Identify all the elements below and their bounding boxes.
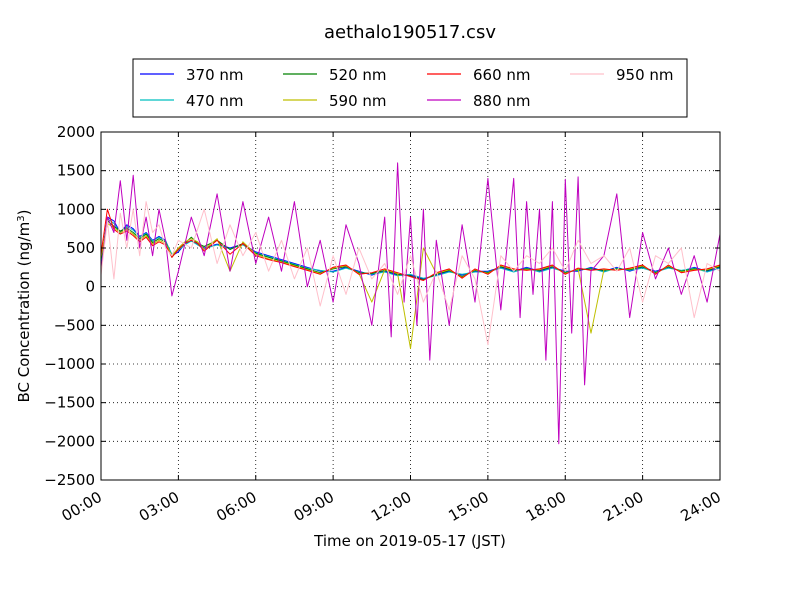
x-tick-label: 12:00 [368,488,414,525]
y-axis-label: BC Concentration (ng/m3) [15,210,33,403]
series-line-950-nm [100,201,721,346]
y-tick-label: −1500 [44,394,95,412]
legend-label-660-nm: 660 nm [473,66,531,84]
legend-box [132,58,688,118]
legend-label-520-nm: 520 nm [329,66,387,84]
y-tick-label: −2000 [44,432,95,450]
x-tick-label: 21:00 [600,488,646,525]
legend: 370 nm 470 nm 520 nm 590 nm 660 nm 880 nm 950 … [132,58,688,118]
ticks: 00:00 03:00 06:00 09:00 12:00 15:00 18:00 21:00… [44,123,724,525]
y-tick-label: −2500 [44,471,95,489]
x-tick-label: 15:00 [445,488,491,525]
y-tick-label: 500 [66,239,95,257]
x-tick-label: 06:00 [213,488,259,525]
series-line-660-nm [100,208,721,281]
y-tick-label: −500 [54,316,95,334]
y-tick-label: 1500 [57,162,95,180]
x-tick-label: 18:00 [523,488,569,525]
legend-label-470-nm: 470 nm [186,92,244,110]
y-tick-label: −1000 [44,355,95,373]
x-tick-label: 09:00 [291,488,337,525]
series-layer [100,162,721,445]
x-tick-label: 03:00 [136,488,182,525]
grid [101,132,720,480]
legend-label-950-nm: 950 nm [616,66,674,84]
y-tick-label: 1000 [57,200,95,218]
legend-label-370-nm: 370 nm [186,66,244,84]
y-tick-label: 0 [85,278,95,296]
x-tick-label: 00:00 [59,488,105,525]
y-tick-label: 2000 [57,123,95,141]
series-line-470-nm [100,218,721,279]
legend-label-880-nm: 880 nm [473,92,531,110]
chart-title: aethalo190517.csv [324,22,496,43]
x-tick-label: 24:00 [678,488,724,525]
legend-label-590-nm: 590 nm [329,92,387,110]
x-axis-label: Time on 2019-05-17 (JST) [313,532,506,550]
series-line-880-nm [100,162,721,445]
series-line-590-nm [100,222,721,349]
